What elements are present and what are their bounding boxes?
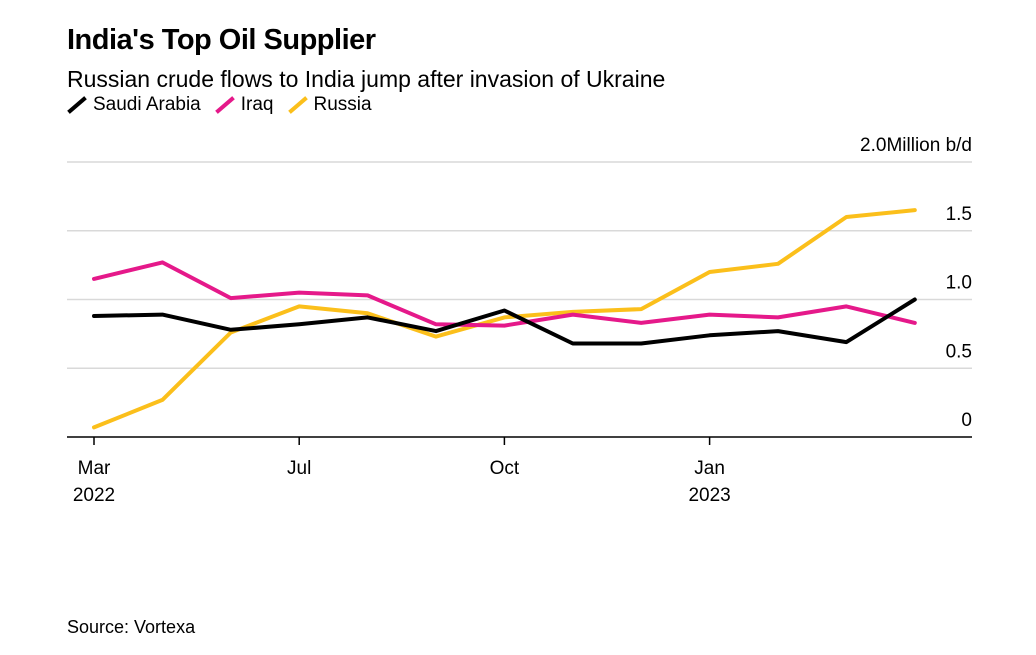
x-tick-label-jan: Jan xyxy=(694,458,725,479)
series-line-saudi-arabia xyxy=(92,297,917,346)
legend-swatch-iraq xyxy=(214,96,235,114)
x-tick-label-oct: Oct xyxy=(490,458,520,479)
series-lines xyxy=(92,208,917,430)
x-tick-year-2023: 2023 xyxy=(688,485,730,506)
series-line-russia xyxy=(92,208,917,430)
gridlines xyxy=(67,161,972,369)
legend-swatch-saudi-arabia xyxy=(67,96,87,114)
legend-item-russia: Russia xyxy=(287,94,372,116)
legend-item-saudi-arabia: Saudi Arabia xyxy=(67,94,201,116)
y-tick-label-0-5: 0.5 xyxy=(946,341,972,362)
y-tick-label-2-0: 2.0Million b/d xyxy=(860,135,972,156)
legend-item-iraq: Iraq xyxy=(214,94,274,116)
series-line-iraq xyxy=(92,260,917,328)
x-tick-year-2022: 2022 xyxy=(73,485,115,506)
legend: Saudi Arabia Iraq Russia xyxy=(67,94,386,116)
y-axis-labels: 2.0Million b/d 1.5 1.0 0.5 0 xyxy=(860,135,972,431)
x-tick-label-jul: Jul xyxy=(287,458,311,479)
y-tick-label-1-5: 1.5 xyxy=(946,204,972,225)
x-axis: Mar 2022 Jul Oct Jan 2023 xyxy=(67,436,972,506)
legend-label-russia: Russia xyxy=(313,94,372,115)
y-tick-label-0: 0 xyxy=(961,410,972,431)
legend-label-saudi-arabia: Saudi Arabia xyxy=(93,94,201,115)
legend-label-iraq: Iraq xyxy=(240,94,274,115)
legend-swatch-russia xyxy=(287,96,308,114)
x-tick-label-mar: Mar xyxy=(78,458,111,479)
y-tick-label-1-0: 1.0 xyxy=(946,273,972,294)
source-note: Source: Vortexa xyxy=(67,617,196,637)
chart-title: India's Top Oil Supplier xyxy=(67,24,376,56)
chart-subtitle: Russian crude flows to India jump after … xyxy=(67,66,666,92)
